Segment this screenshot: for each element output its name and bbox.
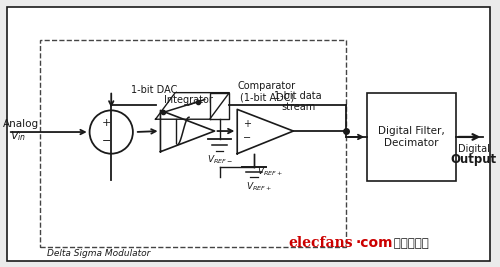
Text: −: − bbox=[243, 133, 251, 143]
Text: elecfans: elecfans bbox=[288, 236, 353, 250]
Text: +: + bbox=[102, 118, 111, 128]
Text: $V_{in}$: $V_{in}$ bbox=[10, 129, 26, 143]
Text: 电子爱好者: 电子爱好者 bbox=[390, 237, 428, 250]
Text: +: + bbox=[243, 119, 251, 129]
Polygon shape bbox=[210, 93, 230, 119]
Text: $V_{REF-}$: $V_{REF-}$ bbox=[206, 154, 233, 166]
Text: $V_{REF+}$: $V_{REF+}$ bbox=[257, 165, 283, 178]
Polygon shape bbox=[156, 93, 230, 119]
Circle shape bbox=[90, 110, 133, 154]
Text: Integrator: Integrator bbox=[164, 95, 212, 105]
Text: 1-bit data
stream: 1-bit data stream bbox=[274, 91, 322, 112]
Text: Digital Filter,
Decimator: Digital Filter, Decimator bbox=[378, 126, 445, 148]
Text: −: − bbox=[102, 136, 111, 146]
Bar bbox=[40, 41, 346, 247]
Text: Delta Sigma Modulator: Delta Sigma Modulator bbox=[47, 249, 150, 258]
Text: Comparator
(1-bit ADC): Comparator (1-bit ADC) bbox=[238, 81, 296, 103]
Text: ·com: ·com bbox=[356, 236, 393, 250]
Text: $V_{REF+}$: $V_{REF+}$ bbox=[246, 180, 272, 193]
Text: Analog: Analog bbox=[2, 119, 38, 129]
Text: 1-bit DAC: 1-bit DAC bbox=[131, 85, 178, 95]
Text: Digital: Digital bbox=[458, 144, 490, 154]
Polygon shape bbox=[160, 110, 214, 152]
Bar bbox=[367, 93, 456, 181]
Text: Output: Output bbox=[450, 153, 496, 166]
Polygon shape bbox=[237, 109, 294, 154]
